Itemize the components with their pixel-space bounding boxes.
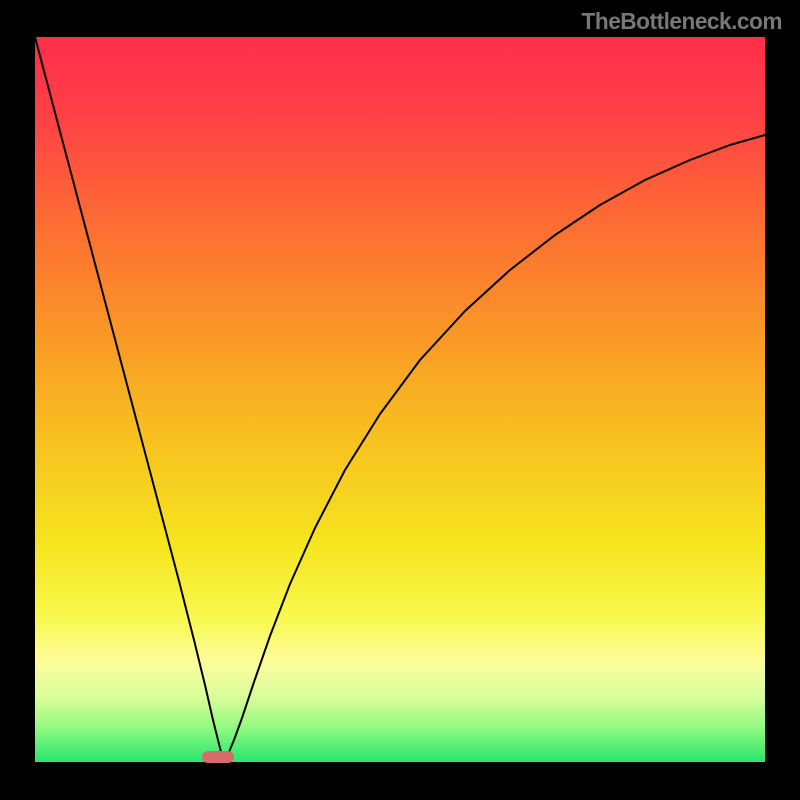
watermark-text: TheBottleneck.com bbox=[582, 8, 782, 35]
chart-container: TheBottleneck.com bbox=[0, 0, 800, 800]
frame-right bbox=[765, 0, 800, 800]
plot-background bbox=[35, 37, 765, 762]
frame-bottom bbox=[0, 762, 800, 800]
optimal-marker bbox=[202, 751, 234, 763]
frame-left bbox=[0, 0, 35, 800]
bottleneck-chart bbox=[0, 0, 800, 800]
